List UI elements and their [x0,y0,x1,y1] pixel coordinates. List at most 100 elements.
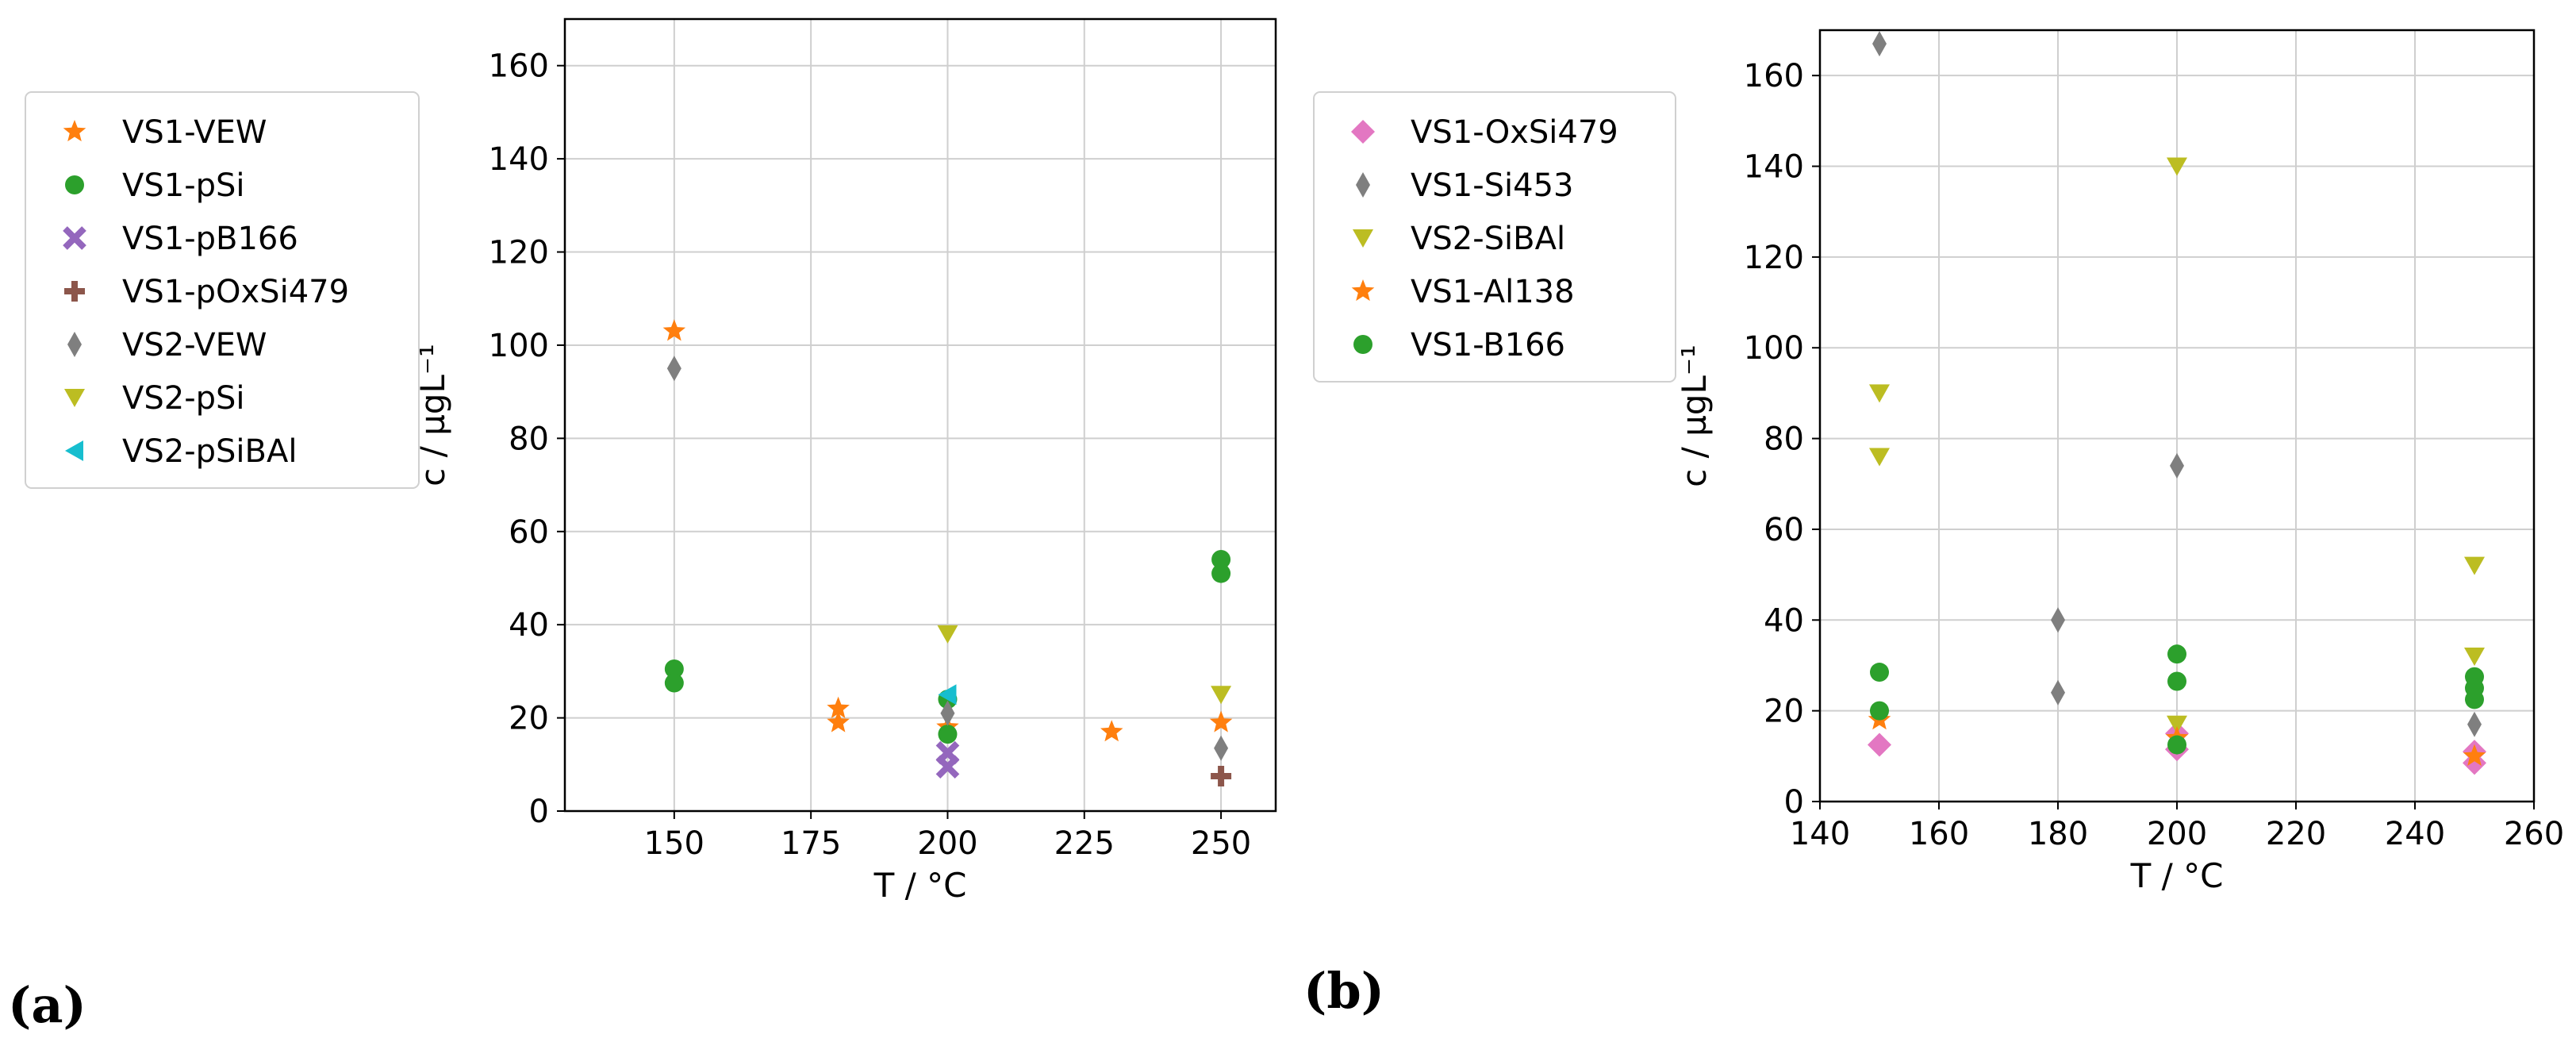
y-tick-label: 120 [489,235,549,271]
y-tick-label: 100 [489,328,549,364]
data-point [2465,690,2484,709]
legend-item: VS1-Al138 [1351,274,1575,310]
chart-b-x-axis-label: T / °C [2130,856,2224,895]
x-tick-label: 150 [644,825,704,862]
series-VS2-SiBAl [1869,157,2485,734]
y-tick-label: 140 [1744,149,1804,186]
data-point [2464,556,2485,575]
data-point [666,356,681,382]
y-tick-label: 0 [529,794,549,830]
chart-b-legend-box [1313,91,1676,383]
legend-marker [1353,335,1372,354]
legend-marker [64,281,85,302]
chart-a: 150 175 200 225 250 0 20 40 60 80 100 120 140 160 T / … [8,17,1277,1034]
legend-marker [1356,172,1370,198]
chart-b-legend: VS1-OxSi479 VS1-Si453 VS2-SiBAl VS1-Al138 VS… [1313,91,1676,383]
series-VS1-pOxSi479 [1211,765,1232,786]
x-tick-label: 200 [2147,816,2207,852]
legend-marker [63,226,86,250]
x-tick-label: 140 [1790,816,1850,852]
data-point [1870,663,1889,682]
chart-a-y-axis-label: c / µgL⁻¹ [413,344,452,486]
data-point [1869,384,1890,403]
legend-label: VS2-pSi [122,380,245,417]
legend-item: VS1-pOxSi479 [64,274,349,310]
legend-marker [67,332,82,357]
legend-item: VS2-SiBAl [1353,221,1565,257]
legend-label: VS1-Si453 [1411,167,1574,204]
data-point [2463,751,2486,775]
legend-item: VS1-Si453 [1356,167,1574,204]
chart-a-grid [565,19,1276,812]
data-point [2463,744,2486,766]
legend-marker [1351,120,1375,144]
data-point [662,319,686,341]
data-point [940,700,955,726]
data-point [664,673,684,693]
y-tick-label: 60 [509,514,549,551]
series-VS1-pB166 [935,740,960,779]
legend-label: VS1-pSi [122,167,245,204]
legend-item: VS1-pB166 [63,221,298,257]
data-point [2467,711,2482,737]
data-point [1211,765,1232,786]
data-point [1868,732,1891,757]
legend-marker [65,440,83,461]
x-tick-label: 260 [2504,816,2564,852]
x-tick-label: 200 [917,825,977,862]
data-point [664,659,684,679]
y-tick-label: 160 [489,48,549,85]
data-point [2167,644,2186,664]
legend-label: VS1-pOxSi479 [122,274,349,310]
data-point [2051,679,2065,706]
data-point [2167,157,2187,176]
legend-marker [1351,279,1375,302]
series-VS2-pSi [937,625,1232,705]
data-point [2464,648,2485,667]
y-tick-label: 160 [1744,58,1804,94]
x-tick-label: 180 [2028,816,2088,852]
data-point [2051,607,2065,633]
legend-label: VS1-Al138 [1411,274,1575,310]
data-point [2170,452,2184,479]
legend-item: VS1-OxSi479 [1351,114,1618,151]
y-tick-label: 0 [1784,784,1804,821]
data-point [937,625,958,644]
y-tick-label: 80 [1764,421,1804,458]
x-tick-label: 240 [2385,816,2445,852]
data-point [938,684,957,706]
data-point [1872,31,1887,57]
legend-label: VS1-pB166 [122,221,298,257]
legend-item: VS1-VEW [63,114,267,151]
series-VS2-VEW [666,356,1229,761]
y-tick-label: 60 [1764,512,1804,548]
legend-label: VS2-SiBAl [1411,221,1565,257]
x-tick-label: 175 [781,825,841,862]
data-point [1211,686,1232,705]
data-point [1209,710,1233,732]
data-point [1211,549,1231,569]
series-VS1-B166 [1870,644,2484,755]
legend-label: VS1-OxSi479 [1411,114,1618,151]
legend-marker [64,389,85,407]
x-tick-label: 250 [1191,825,1251,862]
data-point [2167,671,2186,691]
data-point [1869,448,1890,467]
legend-marker [65,175,84,194]
chart-b: 140 160 180 200 220 240 260 0 20 40 60 80 100 120 140 1… [1303,29,2564,1020]
y-tick-label: 20 [509,701,549,737]
data-point [1211,563,1231,583]
y-tick-label: 40 [1764,602,1804,639]
y-tick-label: 80 [509,421,549,457]
data-point [827,696,850,718]
chart-a-x-axis-label: T / °C [873,866,967,905]
legend-label: VS1-VEW [122,114,267,151]
chart-b-panel-label: (b) [1303,962,1384,1020]
legend-item: VS1-B166 [1353,327,1565,363]
data-point [2167,715,2187,734]
legend-label: VS2-VEW [122,327,267,363]
chart-a-legend-box [25,91,420,489]
legend-marker [1353,229,1373,248]
x-tick-label: 220 [2266,816,2326,852]
legend-label: VS2-pSiBAl [122,433,297,470]
